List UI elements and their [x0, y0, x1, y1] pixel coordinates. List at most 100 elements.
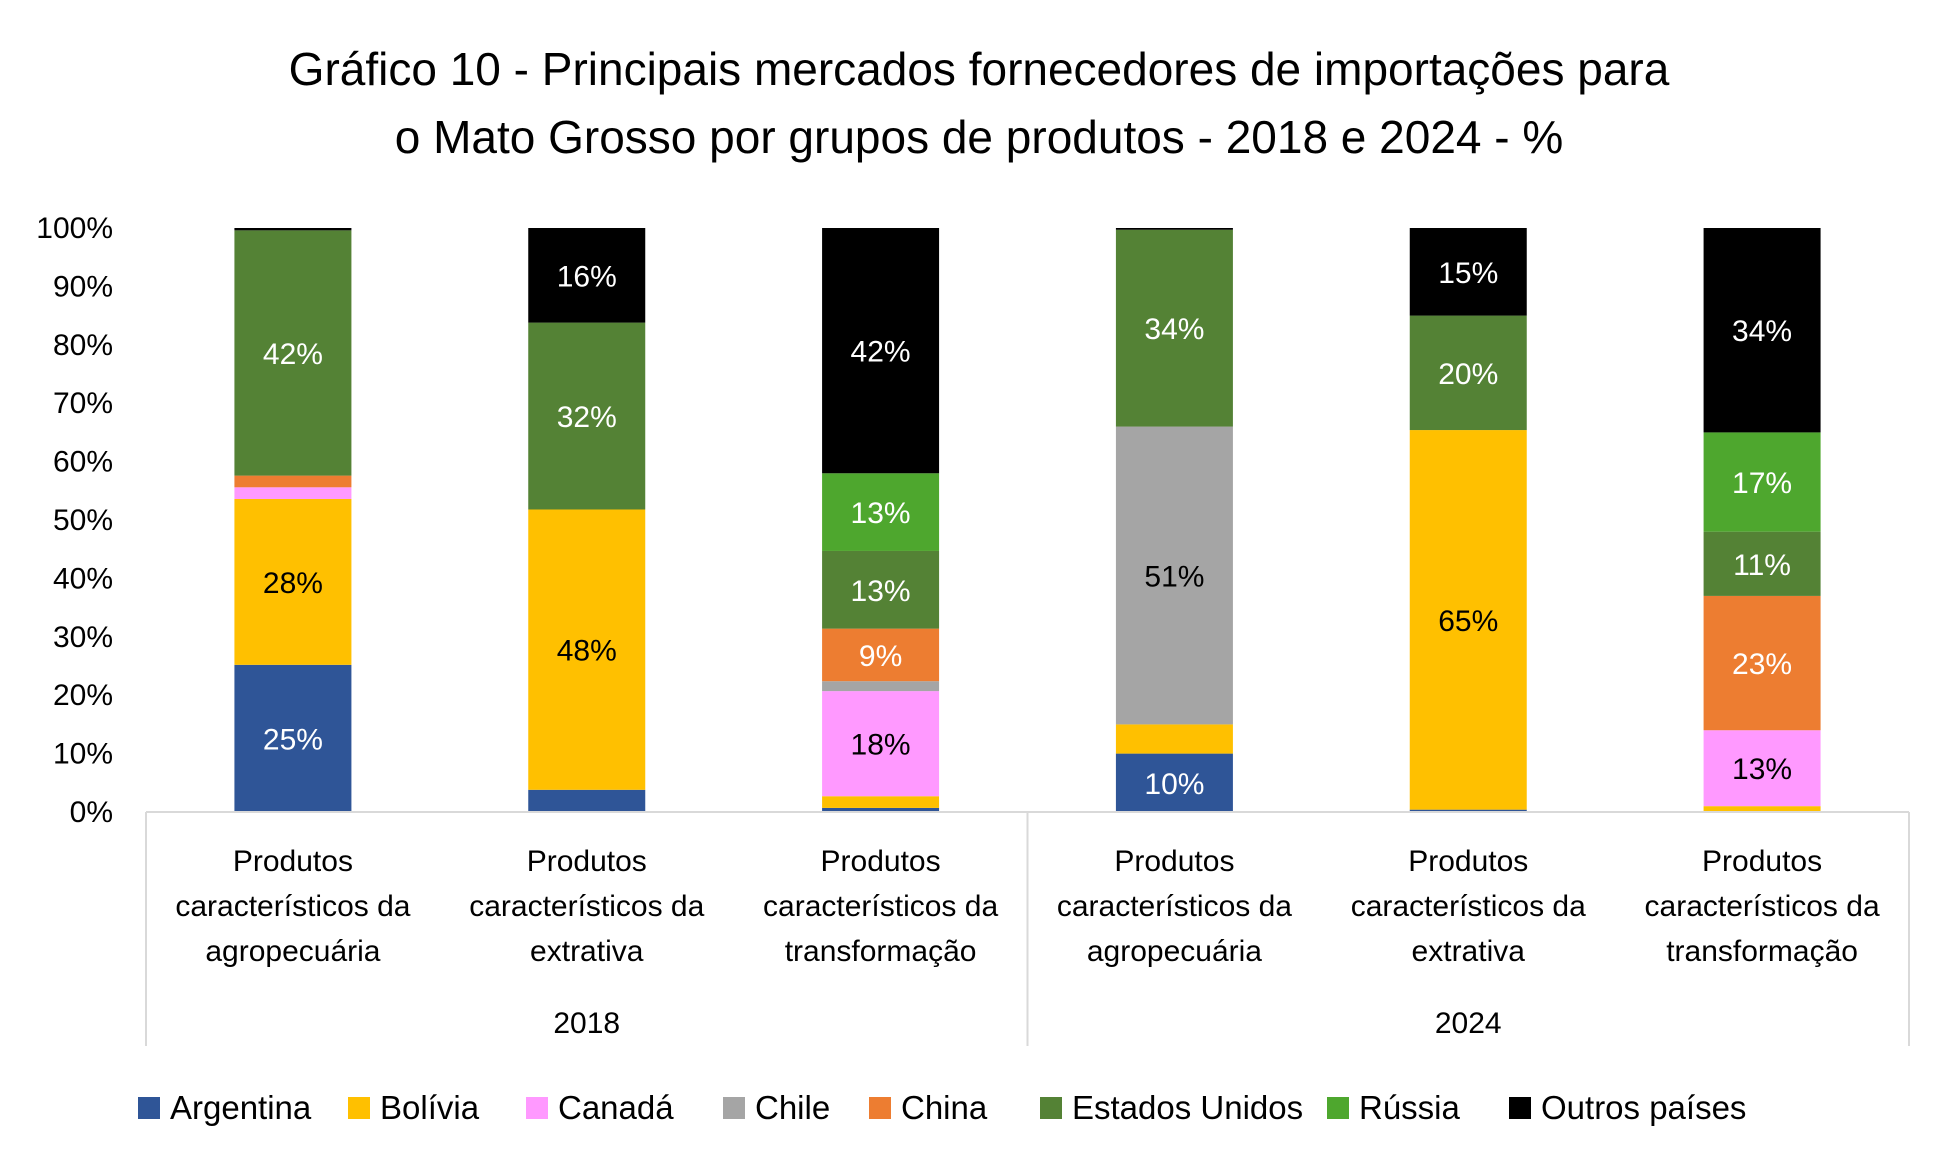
bar-segment-chile — [1115, 426, 1233, 725]
bar-segment-china — [234, 475, 352, 488]
x-category-label: Produtos — [1702, 845, 1822, 878]
data-label: 65% — [1438, 605, 1498, 638]
bar-segment-argentina — [1115, 753, 1233, 812]
y-tick-label: 30% — [53, 621, 113, 654]
x-category-label: Produtos — [1114, 845, 1234, 878]
legend-label: Chile — [755, 1089, 830, 1126]
y-tick-label: 20% — [53, 679, 113, 712]
bar-segment-canadá — [1703, 730, 1821, 807]
legend-swatch — [1040, 1097, 1062, 1119]
legend-label: Argentina — [170, 1089, 312, 1126]
y-tick-label: 50% — [53, 504, 113, 537]
legend-label: Bolívia — [380, 1089, 480, 1126]
y-tick-label: 100% — [36, 212, 113, 245]
legend-label: Estados Unidos — [1072, 1089, 1303, 1126]
data-label: 48% — [557, 635, 617, 668]
x-category-label: Produtos — [527, 845, 647, 878]
bar-segment-bolívia — [1409, 430, 1527, 810]
data-label: 13% — [851, 497, 911, 530]
x-category-label: Produtos — [1408, 845, 1528, 878]
x-category-label: Produtos — [233, 845, 353, 878]
bar-segment-rússia — [822, 473, 940, 551]
data-label: 34% — [1144, 313, 1204, 346]
chart-title-line-2: o Mato Grosso por grupos de produtos - 2… — [395, 111, 1564, 163]
x-category-label: extrativa — [530, 935, 644, 968]
x-category-label: agropecuária — [1087, 935, 1262, 968]
data-label: 25% — [263, 723, 323, 756]
x-category-label: extrativa — [1412, 935, 1526, 968]
data-label: 9% — [859, 640, 902, 673]
x-category-label: característicos da — [175, 890, 410, 923]
bar-segment-argentina — [1409, 809, 1527, 812]
bar-segment-outros-países — [528, 228, 646, 323]
bar-segment-estados-unidos — [1703, 531, 1821, 596]
bar-segment-estados-unidos — [234, 230, 352, 476]
y-tick-label: 80% — [53, 329, 113, 362]
bar-segment-bolívia — [234, 498, 352, 665]
bar-segment-outros-países — [1703, 228, 1821, 433]
bar-segment-bolívia — [822, 796, 940, 808]
data-label: 17% — [1732, 467, 1792, 500]
x-category-label: Produtos — [821, 845, 941, 878]
legend-swatch — [1327, 1097, 1349, 1119]
y-tick-label: 40% — [53, 562, 113, 595]
data-label: 42% — [263, 338, 323, 371]
bar-segment-argentina — [234, 664, 352, 812]
legend-label: China — [901, 1089, 988, 1126]
data-label: 15% — [1438, 257, 1498, 290]
bar-segment-china — [1703, 595, 1821, 731]
data-label: 34% — [1732, 315, 1792, 348]
data-label: 42% — [851, 336, 911, 369]
data-label: 13% — [1732, 753, 1792, 786]
x-category-label: agropecuária — [205, 935, 380, 968]
data-label: 28% — [263, 567, 323, 600]
bar-segment-outros-países — [822, 228, 940, 474]
x-group-label: 2018 — [553, 1007, 620, 1040]
bar-segment-estados-unidos — [1115, 229, 1233, 427]
data-label: 32% — [557, 401, 617, 434]
chart-title-line-1: Gráfico 10 - Principais mercados fornece… — [289, 43, 1670, 95]
x-category-label: característicos da — [1351, 890, 1586, 923]
y-tick-label: 60% — [53, 446, 113, 479]
bar-segment-bolívia — [528, 509, 646, 790]
bar-segment-estados-unidos — [528, 322, 646, 510]
legend-swatch — [526, 1097, 548, 1119]
data-label: 13% — [851, 575, 911, 608]
data-label: 10% — [1144, 768, 1204, 801]
x-category-label: característicos da — [1645, 890, 1880, 923]
bar-segment-china — [822, 628, 940, 682]
x-category-label: característicos da — [1057, 890, 1292, 923]
legend-label: Rússia — [1359, 1089, 1461, 1126]
data-label: 20% — [1438, 358, 1498, 391]
bar-segment-estados-unidos — [822, 550, 940, 629]
data-label: 11% — [1733, 549, 1791, 582]
bar-segment-canadá — [234, 487, 352, 499]
x-category-label: característicos da — [763, 890, 998, 923]
bar-segment-argentina — [528, 789, 646, 812]
legend-swatch — [869, 1097, 891, 1119]
bar-segment-rússia — [1703, 432, 1821, 532]
bar-segment-canadá — [822, 691, 940, 797]
y-tick-label: 0% — [70, 796, 113, 829]
legend-swatch — [138, 1097, 160, 1119]
bar-segment-argentina — [822, 807, 940, 812]
y-tick-label: 70% — [53, 387, 113, 420]
data-label: 51% — [1144, 560, 1204, 593]
x-category-label: característicos da — [469, 890, 704, 923]
bar-segment-estados-unidos — [1409, 315, 1527, 431]
x-group-label: 2024 — [1435, 1007, 1502, 1040]
y-tick-label: 10% — [53, 738, 113, 771]
legend-label: Canadá — [558, 1089, 674, 1126]
bar-segment-bolívia — [1115, 724, 1233, 754]
x-category-label: transformação — [1666, 935, 1858, 968]
bar-segment-outros-países — [1409, 228, 1527, 316]
data-label: 23% — [1732, 648, 1792, 681]
data-label: 18% — [851, 729, 911, 762]
legend-swatch — [723, 1097, 745, 1119]
bar-segment-outros-países — [1115, 228, 1233, 230]
bar-segment-bolívia — [1703, 806, 1821, 812]
y-tick-label: 90% — [53, 270, 113, 303]
bar-segment-chile — [822, 681, 940, 692]
legend-label: Outros países — [1541, 1089, 1746, 1126]
